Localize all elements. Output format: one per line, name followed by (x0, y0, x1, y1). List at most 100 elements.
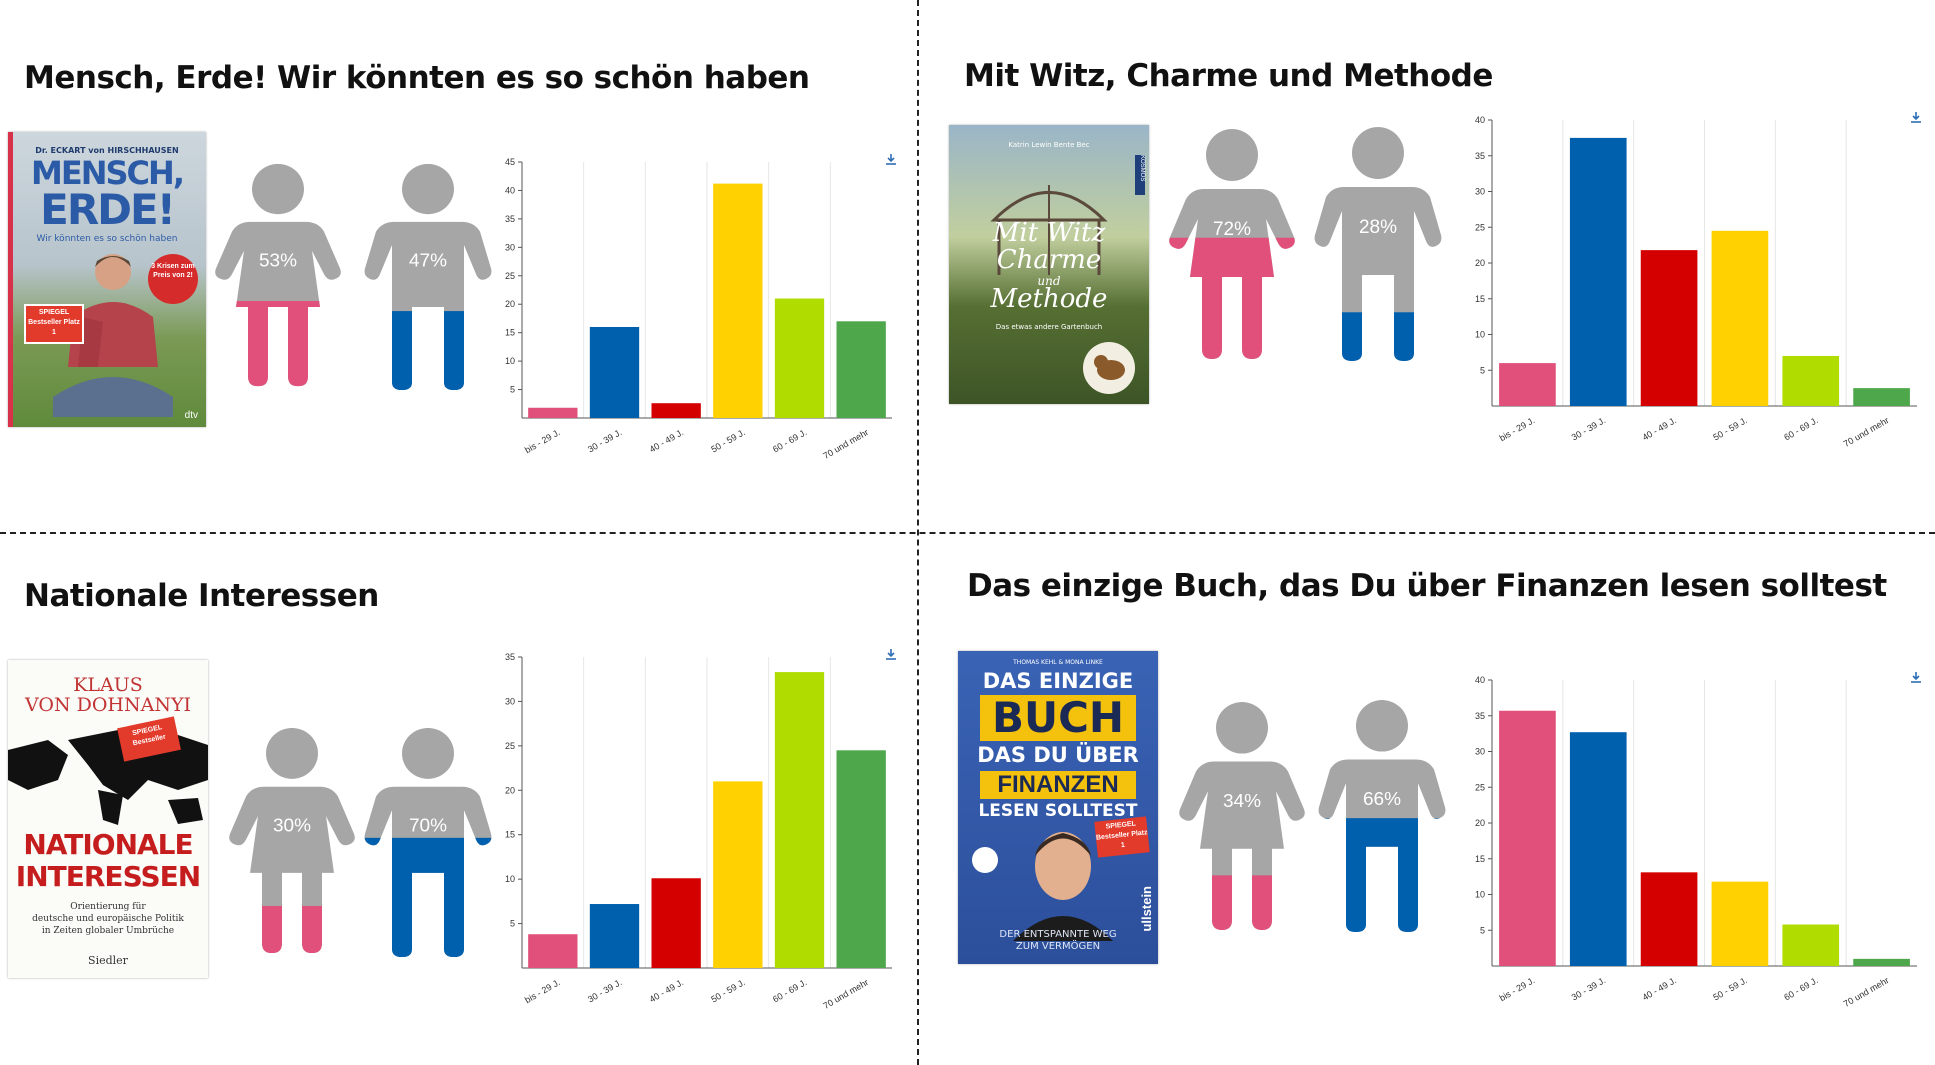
x-tick-label: 60 - 69 J. (771, 977, 809, 1004)
bar-5 (1782, 355, 1840, 406)
bar-2 (1569, 137, 1627, 406)
x-tick-label: bis - 29 J. (523, 427, 562, 455)
cover-title-line2: ERDE! (40, 185, 176, 234)
cover-tagline-line1: DER ENTSPANNTE WEG (999, 929, 1117, 940)
y-tick-label: 35 (505, 652, 515, 662)
download-icon[interactable] (1911, 112, 1921, 123)
cover-red-badge: 3 Krisen zum Preis von 2! (148, 254, 198, 304)
female-figure-shape (215, 163, 341, 387)
age-bar-chart-3: 5 10 15 20 25 30 35 bis - 29 J. 30 - 39 J. 40 - 4… (490, 645, 900, 1030)
x-tick-label: 40 - 49 J. (1641, 975, 1679, 1002)
cover-publisher: dtv (184, 410, 198, 421)
y-tick-label: 20 (505, 299, 515, 309)
y-tick-label: 30 (505, 242, 515, 252)
cover-title-line5: LESEN SOLLTEST (978, 801, 1138, 821)
cover-person-illustration (1013, 832, 1113, 941)
male-percentage-label: 28% (1359, 217, 1397, 238)
bar-1 (528, 934, 578, 968)
x-tick-label: bis - 29 J. (1498, 415, 1537, 443)
male-figure-1: 47% (364, 162, 492, 394)
y-tick-label: 15 (505, 328, 515, 338)
bar-5 (774, 298, 825, 418)
x-tick-label: 30 - 39 J. (1570, 975, 1608, 1002)
book-cover-3: KLAUS VON DOHNANYI SPIEGEL Bestseller NA… (8, 660, 208, 978)
male-figure-shape (364, 727, 492, 958)
bar-6 (1853, 958, 1910, 966)
panel-title-1: Mensch, Erde! Wir könnten es so schön ha… (24, 60, 810, 96)
x-tick-label: 40 - 49 J. (648, 427, 686, 454)
bar-6 (836, 321, 886, 418)
download-icon[interactable] (1911, 672, 1921, 683)
bar-1 (528, 407, 578, 418)
cover-title-line3: und (1037, 274, 1061, 288)
bar-2 (589, 904, 640, 968)
y-tick-label: 35 (1475, 711, 1485, 721)
horizontal-divider (0, 532, 1935, 534)
y-tick-label: 5 (510, 919, 515, 929)
x-tick-label: 50 - 59 J. (709, 977, 747, 1004)
bar-3 (651, 403, 701, 418)
download-icon[interactable] (886, 649, 896, 660)
cover-subtitle: Das etwas andere Gartenbuch (995, 323, 1103, 331)
female-figure-shape (1179, 701, 1305, 931)
y-tick-label: 10 (1475, 890, 1485, 900)
book-cover-2: Katrin Lewin Bente Bec KOSMOS Mit Witz C… (949, 125, 1149, 404)
male-figure-4: 66% (1318, 698, 1446, 936)
y-tick-label: 15 (1475, 854, 1485, 864)
bar-4 (1711, 881, 1769, 966)
female-percentage-label: 72% (1213, 219, 1251, 240)
x-tick-label: bis - 29 J. (1498, 975, 1537, 1003)
cover-title-line2: BUCH (980, 695, 1136, 741)
cover-title-line2: INTERESSEN (15, 860, 201, 893)
cover-logo-icon (972, 847, 998, 873)
cover-publisher: ullstein (1139, 886, 1154, 932)
female-percentage-label: 30% (273, 815, 311, 836)
y-tick-label: 25 (505, 741, 515, 751)
cover-title-line4: FINANZEN (980, 771, 1136, 799)
book-cover-4: THOMAS KEHL & MONA LINKE DAS EINZIGE BUC… (958, 651, 1158, 964)
female-figure-shape (229, 727, 355, 954)
age-bar-chart-1: 5 10 15 20 25 30 35 40 45 bis - 29 J. 30 - 39 J. 40… (490, 150, 900, 480)
bar-3 (1640, 250, 1698, 406)
bar-5 (1782, 924, 1840, 966)
y-tick-label: 15 (1475, 294, 1485, 304)
bar-4 (1711, 230, 1769, 406)
cover-authors: THOMAS KEHL & MONA LINKE (1013, 659, 1103, 666)
cover-spiegel-badge: SPIEGEL Bestseller Platz 1 (24, 304, 84, 344)
male-percentage-label: 66% (1363, 789, 1401, 810)
y-tick-label: 10 (505, 874, 515, 884)
download-icon[interactable] (886, 154, 896, 165)
cover-author: Dr. ECKART von HIRSCHHAUSEN (35, 146, 179, 155)
age-bar-chart-4: 5 10 15 20 25 30 35 40 bis - 29 J. 30 - 39 J. 40 -… (1460, 668, 1925, 1028)
cover-title-line1: MENSCH, (31, 154, 185, 192)
cover-author-line1: KLAUS (73, 674, 143, 696)
y-tick-label: 25 (1475, 782, 1485, 792)
bar-1 (1499, 710, 1556, 966)
y-tick-label: 40 (1475, 675, 1485, 685)
female-figure-2: 72% (1168, 127, 1296, 367)
cover-pavilion-illustration (990, 185, 1108, 275)
male-figure-shape (364, 163, 492, 391)
y-tick-label: 35 (505, 214, 515, 224)
cover-dog-illustration (1083, 342, 1135, 394)
book-cover-1: Dr. ECKART von HIRSCHHAUSEN MENSCH, ERDE… (8, 132, 206, 427)
x-tick-label: 70 und mehr (1842, 415, 1891, 449)
x-tick-label: 60 - 69 J. (771, 427, 809, 454)
x-tick-label: 30 - 39 J. (586, 977, 624, 1004)
y-tick-label: 5 (1480, 925, 1485, 935)
female-percentage-label: 53% (259, 250, 297, 271)
bar-2 (1569, 732, 1627, 966)
y-tick-label: 35 (1475, 151, 1485, 161)
cover-title-line3: DAS DU ÜBER (977, 743, 1139, 767)
x-tick-label: 70 und mehr (821, 977, 870, 1011)
cover-title-line4: Methode (990, 284, 1108, 314)
female-figure-4: 34% (1178, 700, 1306, 938)
female-figure-3: 30% (228, 726, 356, 961)
y-tick-label: 45 (505, 157, 515, 167)
x-tick-label: 60 - 69 J. (1782, 975, 1820, 1002)
female-figure-1: 53% (214, 162, 342, 394)
y-tick-label: 15 (505, 830, 515, 840)
x-tick-label: 40 - 49 J. (648, 977, 686, 1004)
y-tick-label: 30 (1475, 187, 1485, 197)
female-percentage-label: 34% (1223, 791, 1261, 812)
